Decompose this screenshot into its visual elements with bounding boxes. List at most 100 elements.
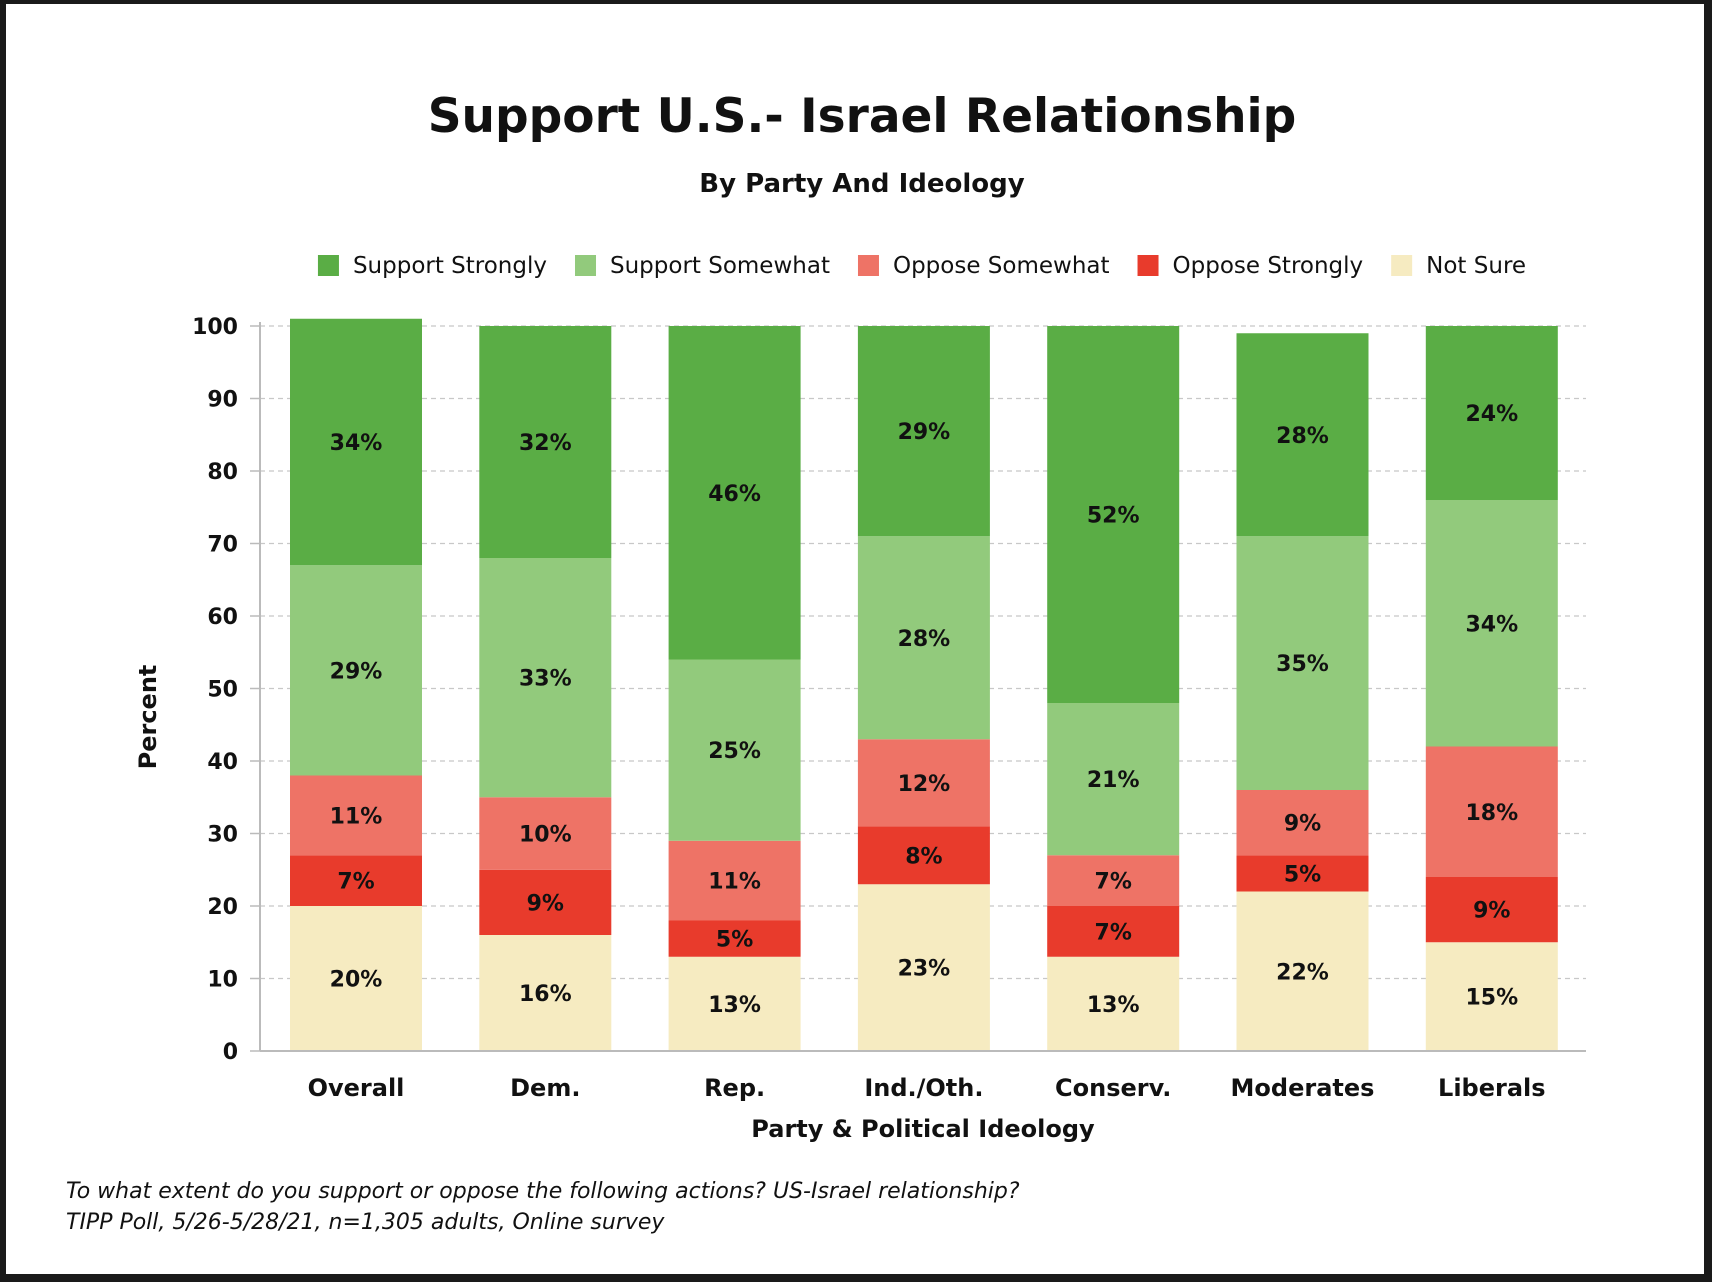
data-label: 9%	[527, 891, 564, 916]
bar-segment	[1047, 703, 1180, 856]
bar-segment	[479, 558, 612, 798]
data-label: 5%	[1284, 862, 1321, 887]
bar-segment	[1425, 500, 1558, 747]
data-label: 22%	[1276, 960, 1329, 985]
y-tick-label: 30	[207, 823, 238, 848]
data-label: 35%	[1276, 652, 1329, 677]
data-label: 23%	[898, 957, 951, 982]
x-tick-label: Rep.	[704, 1074, 765, 1102]
bar-segment	[857, 884, 990, 1051]
data-label: 12%	[898, 772, 951, 797]
y-tick-label: 10	[207, 968, 238, 993]
bar-segment	[1047, 326, 1180, 703]
legend-label: Support Strongly	[353, 253, 547, 279]
y-tick-label: 70	[207, 533, 238, 558]
data-label: 24%	[1465, 402, 1518, 427]
x-tick-label: Dem.	[510, 1074, 580, 1102]
data-label: 18%	[1465, 801, 1518, 826]
bar-segment	[479, 935, 612, 1051]
legend-label: Not Sure	[1426, 253, 1526, 279]
y-tick-label: 60	[207, 605, 238, 630]
data-label: 28%	[898, 627, 951, 652]
y-tick-label: 40	[207, 750, 238, 775]
bar-segment	[1236, 536, 1369, 790]
data-label: 7%	[337, 870, 374, 895]
footnote-source: TIPP Poll, 5/26-5/28/21, n=1,305 adults,…	[66, 1210, 665, 1235]
x-tick-label: Conserv.	[1055, 1074, 1171, 1102]
bar-segment	[1236, 891, 1369, 1051]
bar-segment	[290, 775, 422, 856]
bar-segment	[668, 920, 801, 957]
data-label: 46%	[708, 482, 761, 507]
chart-title: Support U.S.- Israel Relationship	[428, 89, 1297, 144]
bar-segment	[479, 797, 612, 870]
data-label: 15%	[1465, 986, 1518, 1011]
data-label: 29%	[330, 659, 383, 684]
legend-swatch	[1391, 255, 1413, 276]
bar-segment	[1236, 855, 1369, 892]
chart-subtitle: By Party And Ideology	[699, 169, 1024, 199]
chart-frame: Support U.S.- Israel Relationship By Par…	[6, 4, 1704, 1274]
y-tick-label: 90	[207, 388, 238, 413]
bar-segment	[1425, 942, 1558, 1051]
bar-segment	[857, 536, 990, 740]
data-label: 13%	[1087, 993, 1140, 1018]
stacked-bar-chart: Support U.S.- Israel Relationship By Par…	[66, 89, 1586, 1235]
bar-segment	[479, 326, 612, 558]
data-label: 34%	[330, 431, 383, 456]
y-axis-label: Percent	[134, 665, 162, 770]
data-label: 7%	[1095, 920, 1132, 945]
legend-swatch	[1137, 255, 1159, 276]
bar-segment	[1236, 333, 1369, 537]
bar-segment	[857, 739, 990, 827]
bar-segment	[290, 318, 422, 566]
axes	[259, 322, 1586, 1052]
y-tick-label: 0	[223, 1040, 238, 1065]
bar-segment	[1047, 855, 1180, 906]
bar-segment	[290, 906, 422, 1051]
data-label: 8%	[905, 844, 942, 869]
bar-segment	[290, 565, 422, 776]
bar-segment	[668, 956, 801, 1051]
data-label: 52%	[1087, 504, 1140, 529]
footnote-question: To what extent do you support or oppose …	[66, 1179, 1020, 1204]
x-axis-categories: Overall Dem. Rep. Ind./Oth. Conserv. Moderate…	[308, 1074, 1546, 1102]
data-label: 28%	[1276, 424, 1329, 449]
data-label: 25%	[708, 739, 761, 764]
bar-segment	[1047, 906, 1180, 957]
x-tick-label: Overall	[308, 1074, 405, 1102]
data-label: 11%	[708, 870, 761, 895]
data-label: 20%	[330, 968, 383, 993]
x-axis-label: Party & Political Ideology	[751, 1115, 1095, 1143]
y-tick-label: 80	[207, 460, 238, 485]
y-tick-label: 50	[207, 678, 238, 703]
data-label: 9%	[1284, 812, 1321, 837]
bar-segment	[1047, 956, 1180, 1051]
data-label: 9%	[1473, 899, 1510, 924]
data-label: 13%	[708, 993, 761, 1018]
data-label: 33%	[519, 667, 572, 692]
legend-swatch	[857, 255, 879, 276]
x-tick-label: Liberals	[1438, 1074, 1546, 1102]
bar-segment	[668, 659, 801, 841]
bar-segment	[668, 326, 801, 660]
bar-segment	[1425, 877, 1558, 943]
legend: Support Strongly Support Somewhat Oppose S…	[317, 253, 1526, 279]
y-axis-ticks: 0 10 20 30 40 50 60 70 80 90 100	[192, 315, 260, 1065]
data-label: 5%	[716, 928, 753, 953]
legend-swatch	[317, 255, 339, 276]
legend-label: Oppose Somewhat	[893, 253, 1110, 279]
x-tick-label: Moderates	[1231, 1074, 1375, 1102]
data-label: 16%	[519, 982, 572, 1007]
x-tick-label: Ind./Oth.	[864, 1074, 983, 1102]
data-label: 10%	[519, 823, 572, 848]
legend-label: Support Somewhat	[610, 253, 830, 279]
bar-segment	[1425, 326, 1558, 500]
bar-segment	[290, 855, 422, 906]
data-label: 11%	[330, 804, 383, 829]
bar-segment	[1236, 790, 1369, 856]
bar-segment	[668, 840, 801, 921]
data-label: 32%	[519, 431, 572, 456]
y-tick-label: 100	[192, 315, 238, 340]
data-label: 7%	[1095, 870, 1132, 895]
